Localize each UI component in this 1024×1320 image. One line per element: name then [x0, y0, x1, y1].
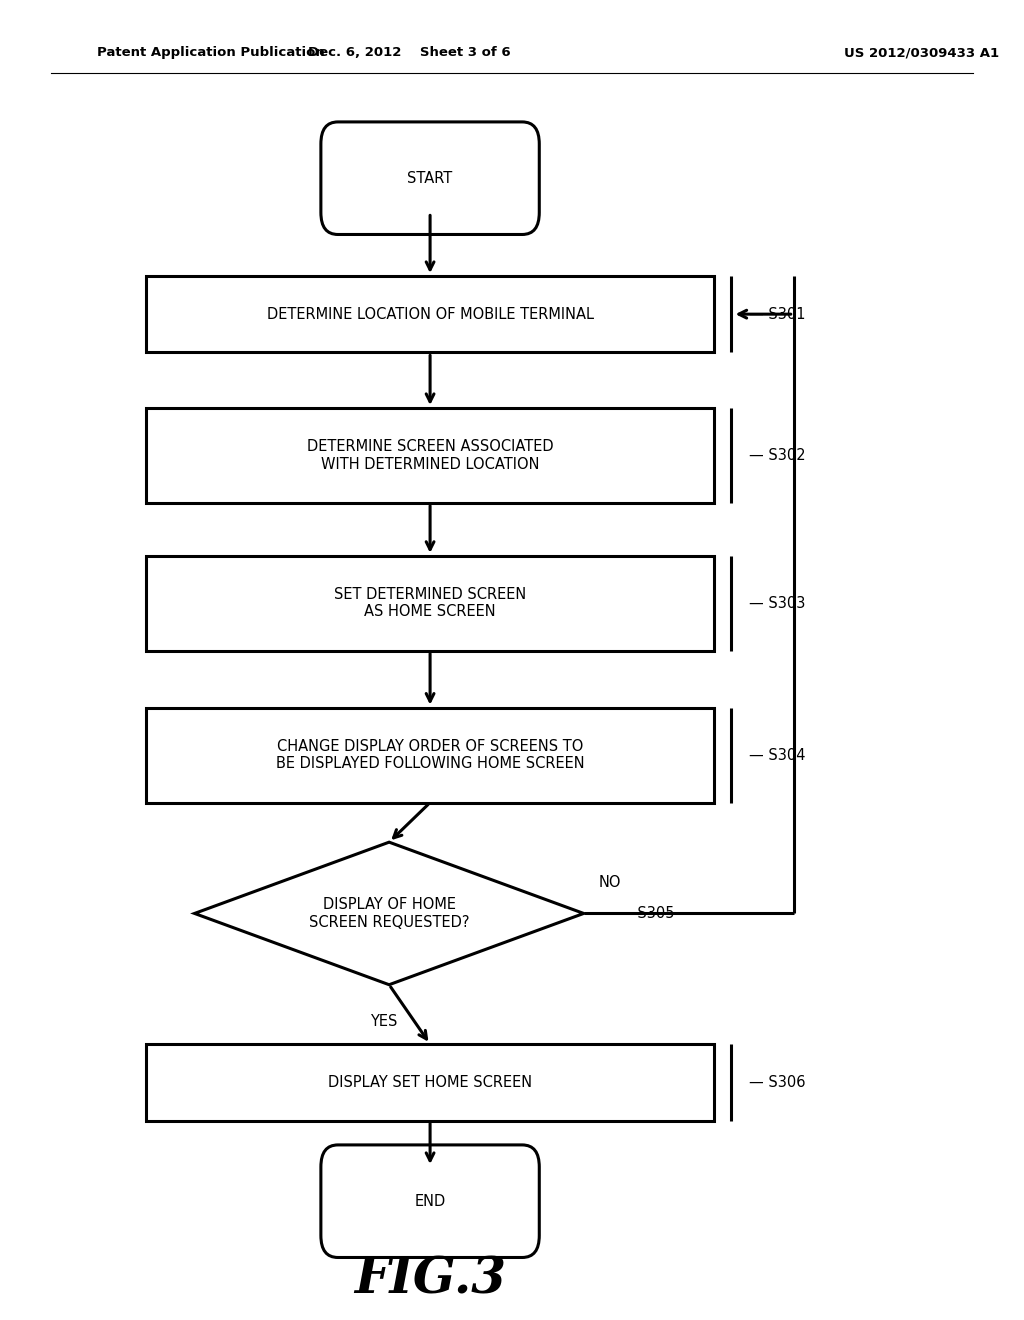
Polygon shape: [145, 408, 715, 503]
Polygon shape: [145, 556, 715, 651]
Text: Patent Application Publication: Patent Application Publication: [97, 46, 325, 59]
FancyBboxPatch shape: [321, 121, 540, 235]
Text: — S302: — S302: [750, 447, 806, 463]
Polygon shape: [145, 1044, 715, 1121]
Text: US 2012/0309433 A1: US 2012/0309433 A1: [844, 46, 999, 59]
Polygon shape: [145, 276, 715, 352]
Text: YES: YES: [371, 1014, 397, 1028]
Text: — S305: — S305: [618, 906, 675, 921]
Text: DETERMINE SCREEN ASSOCIATED
WITH DETERMINED LOCATION: DETERMINE SCREEN ASSOCIATED WITH DETERMI…: [307, 440, 553, 471]
Text: END: END: [415, 1193, 445, 1209]
Text: FIG.3: FIG.3: [354, 1255, 506, 1305]
Polygon shape: [195, 842, 584, 985]
Polygon shape: [145, 708, 715, 803]
Text: DISPLAY SET HOME SCREEN: DISPLAY SET HOME SCREEN: [328, 1074, 532, 1090]
Text: NO: NO: [599, 875, 622, 890]
Text: START: START: [408, 170, 453, 186]
Text: SET DETERMINED SCREEN
AS HOME SCREEN: SET DETERMINED SCREEN AS HOME SCREEN: [334, 587, 526, 619]
Text: — S306: — S306: [750, 1074, 806, 1090]
Text: DETERMINE LOCATION OF MOBILE TERMINAL: DETERMINE LOCATION OF MOBILE TERMINAL: [266, 306, 594, 322]
Text: Dec. 6, 2012    Sheet 3 of 6: Dec. 6, 2012 Sheet 3 of 6: [308, 46, 511, 59]
FancyBboxPatch shape: [321, 1144, 540, 1258]
Text: DISPLAY OF HOME
SCREEN REQUESTED?: DISPLAY OF HOME SCREEN REQUESTED?: [309, 898, 469, 929]
Text: — S301: — S301: [750, 306, 806, 322]
Text: — S304: — S304: [750, 747, 806, 763]
Text: — S303: — S303: [750, 595, 806, 611]
Text: CHANGE DISPLAY ORDER OF SCREENS TO
BE DISPLAYED FOLLOWING HOME SCREEN: CHANGE DISPLAY ORDER OF SCREENS TO BE DI…: [275, 739, 585, 771]
